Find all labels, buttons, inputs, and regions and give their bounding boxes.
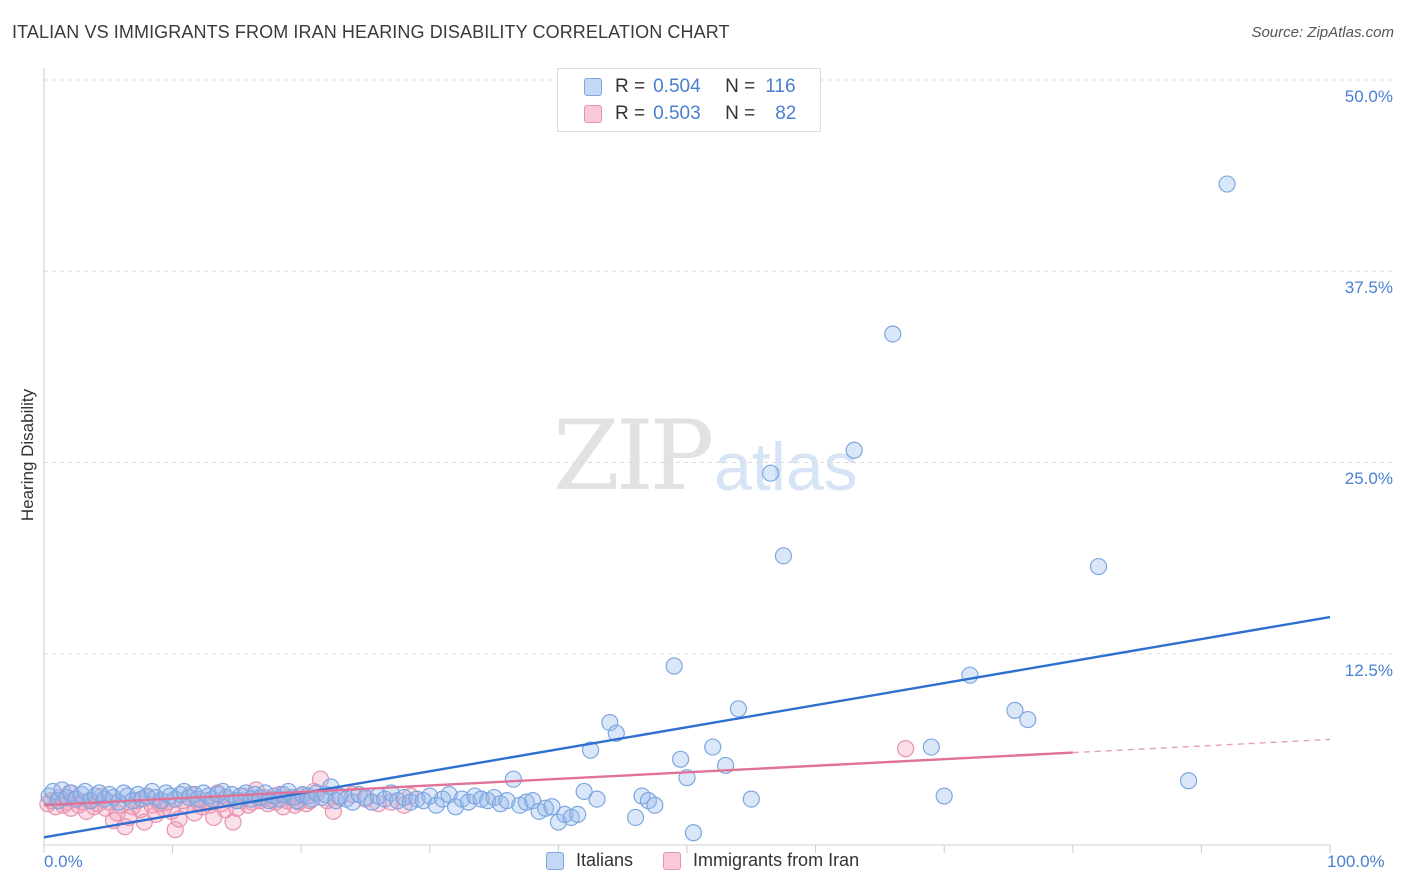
- source-label: Source: ZipAtlas.com: [1251, 24, 1394, 41]
- iran-trend-line: [43, 751, 1073, 807]
- watermark-atlas: atlas: [714, 429, 858, 505]
- legend-swatch-iran: [584, 105, 602, 123]
- italians-point: [729, 700, 748, 718]
- italians-point: [408, 790, 426, 808]
- y-tick-label: 25.0%: [1344, 469, 1393, 488]
- italians-point: [504, 770, 522, 788]
- italians-point: [1218, 175, 1236, 193]
- italians-point: [1089, 557, 1108, 576]
- series-legend: Italians Immigrants from Iran: [546, 850, 859, 871]
- legend-label-iran: Immigrants from Iran: [693, 850, 860, 870]
- x-tick-label: 100.0%: [1327, 852, 1385, 871]
- correlation-legend: R = 0.504 N = 116 R = 0.503 N = 82: [557, 68, 821, 132]
- italians-point: [472, 790, 490, 808]
- italians-point: [922, 738, 940, 756]
- legend-label-italians: Italians: [576, 850, 634, 870]
- trend-lines: [43, 615, 1331, 839]
- italians-point: [646, 796, 664, 814]
- italians-point: [774, 547, 793, 565]
- legend-item-italians: Italians: [546, 850, 633, 871]
- iran-trend-line-extension: [1072, 738, 1331, 754]
- legend-swatch-iran: [663, 851, 682, 870]
- italians-point: [581, 741, 600, 759]
- iran-point: [224, 813, 242, 831]
- italians-point: [742, 790, 760, 808]
- italians-point: [575, 782, 593, 801]
- legend-r-value: 0.504: [653, 76, 701, 97]
- legend-n-label: N =: [725, 76, 756, 97]
- italians-point: [569, 805, 587, 824]
- x-tick-label: 0.0%: [44, 852, 83, 871]
- gridlines: [44, 79, 1392, 655]
- italians-point: [498, 792, 516, 810]
- chart-title: ITALIAN VS IMMIGRANTS FROM IRAN HEARING …: [12, 22, 730, 42]
- italians-point: [626, 808, 645, 827]
- legend-r-value: 0.503: [653, 103, 701, 124]
- legend-row-iran: R = 0.503 N = 82: [558, 100, 796, 128]
- legend-r-label: R =: [615, 103, 646, 124]
- italians-point: [485, 788, 503, 807]
- italians-point: [147, 788, 165, 807]
- italians-point: [524, 792, 542, 810]
- italians-point: [601, 713, 619, 732]
- italians-point: [671, 750, 690, 768]
- italians-point: [761, 464, 780, 482]
- italians-point: [607, 724, 625, 742]
- y-tick-label: 37.5%: [1344, 278, 1393, 297]
- legend-n-label: N =: [725, 103, 756, 124]
- series-italians-points: [40, 175, 1236, 842]
- italians-point: [459, 793, 477, 811]
- italians-point: [76, 782, 94, 801]
- y-tick-label: 50.0%: [1344, 87, 1393, 106]
- italians-point: [935, 787, 953, 805]
- italians-point: [543, 798, 561, 816]
- legend-r-label: R =: [615, 76, 646, 97]
- legend-swatch-italians: [546, 851, 564, 870]
- iran-point: [324, 802, 342, 820]
- axes: [43, 68, 1331, 853]
- italians-point: [376, 790, 394, 808]
- italians-point: [421, 787, 439, 805]
- italians-point: [427, 796, 445, 814]
- italians-point: [588, 790, 606, 808]
- y-axis-label: Hearing Disability: [18, 388, 37, 522]
- y-tick-label: 12.5%: [1344, 661, 1393, 680]
- legend-n-value: 82: [775, 103, 797, 124]
- italians-point: [665, 657, 683, 675]
- italians-point: [363, 793, 381, 811]
- italians-point: [1179, 772, 1198, 790]
- legend-row-italians: R = 0.504 N = 116: [558, 73, 796, 101]
- iran-point: [897, 740, 915, 758]
- watermark-zip: ZIP: [553, 400, 714, 512]
- legend-item-iran: Immigrants from Iran: [663, 850, 859, 871]
- legend-swatch-italians: [584, 78, 602, 96]
- italians-point: [209, 785, 227, 804]
- iran-point: [166, 821, 184, 839]
- italians-point: [704, 738, 722, 756]
- italians-point: [845, 441, 863, 459]
- italians-trend-line: [43, 615, 1331, 839]
- italians-point: [684, 824, 703, 842]
- italians-point: [1019, 710, 1037, 729]
- italians-point: [536, 799, 555, 817]
- italians-point: [884, 325, 902, 343]
- italians-point: [517, 793, 535, 811]
- italians-point: [1006, 701, 1024, 719]
- legend-n-value: 116: [765, 76, 796, 97]
